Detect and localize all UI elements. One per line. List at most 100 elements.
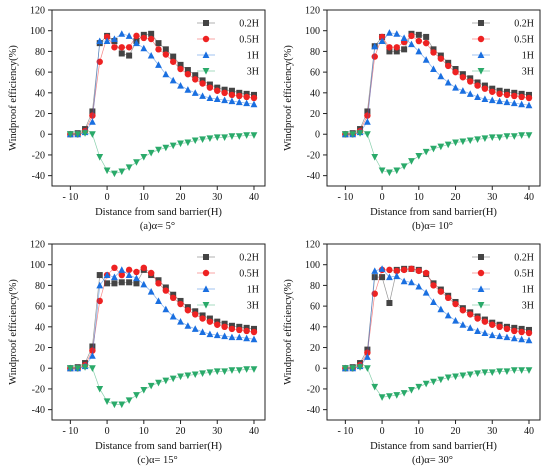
data-point [243,99,251,107]
series-3H [341,130,533,177]
data-point [191,325,199,332]
data-point [363,118,371,125]
data-point [250,94,258,102]
data-point [466,90,474,97]
data-point [250,335,258,343]
y-tick-label: -20 [307,384,320,395]
data-point [496,134,504,141]
data-point [118,401,126,409]
data-point [162,70,170,78]
data-point [147,149,155,157]
data-point [349,131,357,138]
data-point [400,277,408,285]
y-tick-label: -20 [32,384,45,395]
series-line [345,366,529,398]
x-tick-label: 30 [487,192,497,203]
data-point [415,31,422,38]
data-point [378,394,386,401]
data-point [235,333,243,341]
data-point [474,136,481,144]
data-point [236,326,243,334]
legend-marker [477,51,485,58]
data-point [162,51,170,58]
series-line [345,268,530,369]
y-tick-label: 80 [35,47,45,58]
data-point [437,305,445,313]
legend-label: 1H [247,285,259,296]
x-tick-label: 0 [380,426,385,437]
data-point [415,47,423,55]
data-point [452,373,459,381]
data-point [184,86,192,93]
data-point [444,374,452,382]
x-tick-label: 40 [249,426,259,437]
data-point [371,53,378,60]
data-point [133,159,140,166]
legend-label: 0.2H [239,19,259,30]
data-point [356,130,364,137]
x-tick-label: - 10 [62,426,78,437]
data-point [155,46,162,53]
data-point [206,94,214,101]
chart-panel-d: - 10 0 10 20 30 40 -40 -20 0 20 40 60 80 100 120 Distan… [275,234,550,468]
y-tick-label: 40 [310,88,320,99]
data-point [118,279,125,286]
data-point [81,364,89,371]
data-point [199,80,206,87]
data-point [184,307,192,314]
y-tick-label: 100 [305,26,320,37]
data-point [452,300,459,308]
legend-marker [202,68,210,75]
data-point [221,134,229,141]
data-point [228,97,236,105]
data-point [349,365,357,372]
data-point [378,33,386,41]
data-point [228,333,236,341]
data-point [510,133,518,140]
data-point [221,368,229,375]
data-point [510,334,518,342]
data-point [140,264,148,272]
data-point [133,280,140,287]
y-tick-label: 0 [40,364,45,375]
series-line [70,269,255,369]
data-point [162,144,170,152]
legend-label: 3H [522,301,534,312]
data-point [206,135,214,142]
series-line [345,268,530,369]
data-point [118,30,126,37]
data-point [518,335,526,343]
data-point [147,269,155,277]
data-point [177,373,184,381]
data-point [488,369,496,376]
legend-label: 0.5H [239,35,259,46]
data-point [400,163,408,170]
data-point [430,282,437,289]
series-line [345,35,530,135]
data-point [140,34,148,42]
data-point [408,278,415,286]
y-tick-label: 100 [30,26,45,37]
data-point [408,386,415,394]
data-point [422,289,430,296]
data-point [125,266,133,274]
data-point [184,70,192,78]
data-point [191,137,199,145]
data-point [518,367,526,374]
data-point [422,39,430,47]
data-point [481,329,489,337]
data-point [103,398,111,405]
data-point [459,307,467,314]
data-point [386,29,393,36]
legend-label: 3H [247,67,259,78]
data-point [235,98,243,106]
data-point [243,366,251,373]
data-point [430,378,437,386]
data-point [452,84,459,91]
x-tick-label: 20 [176,192,186,203]
y-tick-label: 60 [35,302,45,313]
data-point [393,392,401,399]
y-tick-label: 40 [35,322,45,333]
data-point [437,376,445,384]
data-point [213,134,221,141]
